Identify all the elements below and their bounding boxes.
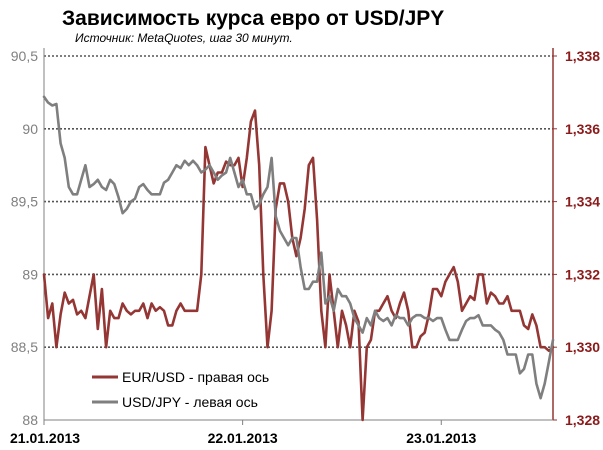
left-tick-label: 89 [22,266,38,282]
right-tick-label: 1,338 [565,48,600,64]
left-tick-label: 88,5 [11,339,38,355]
right-tick-label: 1,334 [565,194,600,210]
legend-background [84,360,316,416]
left-tick-label: 90 [22,121,38,137]
gridlines [44,55,553,349]
series-lines [42,95,555,422]
right-axis-ticks: 1,328 1,330 1,332 1,334 1,336 1,338 [553,48,600,428]
x-tick-label: 22.01.2013 [208,430,278,446]
axes [43,48,554,421]
right-tick-label: 1,328 [565,412,600,428]
right-tick-label: 1,336 [565,121,600,137]
right-tick-label: 1,330 [565,339,600,355]
left-tick-label: 88 [22,412,38,428]
x-tick-label: 21.01.2013 [10,430,80,446]
series-line-usdjpy [42,95,555,400]
legend: EUR/USD - правая ось USD/JPY - левая ось [84,360,316,416]
legend-label: USD/JPY - левая ось [122,394,258,410]
chart-subtitle: Источник: MetaQuotes, шаг 30 минут. [75,31,293,45]
left-axis-ticks: 88 88,5 89 89,5 90 90,5 [11,48,38,428]
x-tick-label: 23.01.2013 [406,430,476,446]
chart-title: Зависимость курса евро от USD/JPY [62,7,444,30]
x-axis-ticks: 21.01.2013 22.01.2013 23.01.2013 [10,420,477,446]
left-tick-label: 90,5 [11,48,38,64]
right-tick-label: 1,332 [565,266,600,282]
legend-label: EUR/USD - правая ось [122,369,269,385]
left-tick-label: 89,5 [11,194,38,210]
